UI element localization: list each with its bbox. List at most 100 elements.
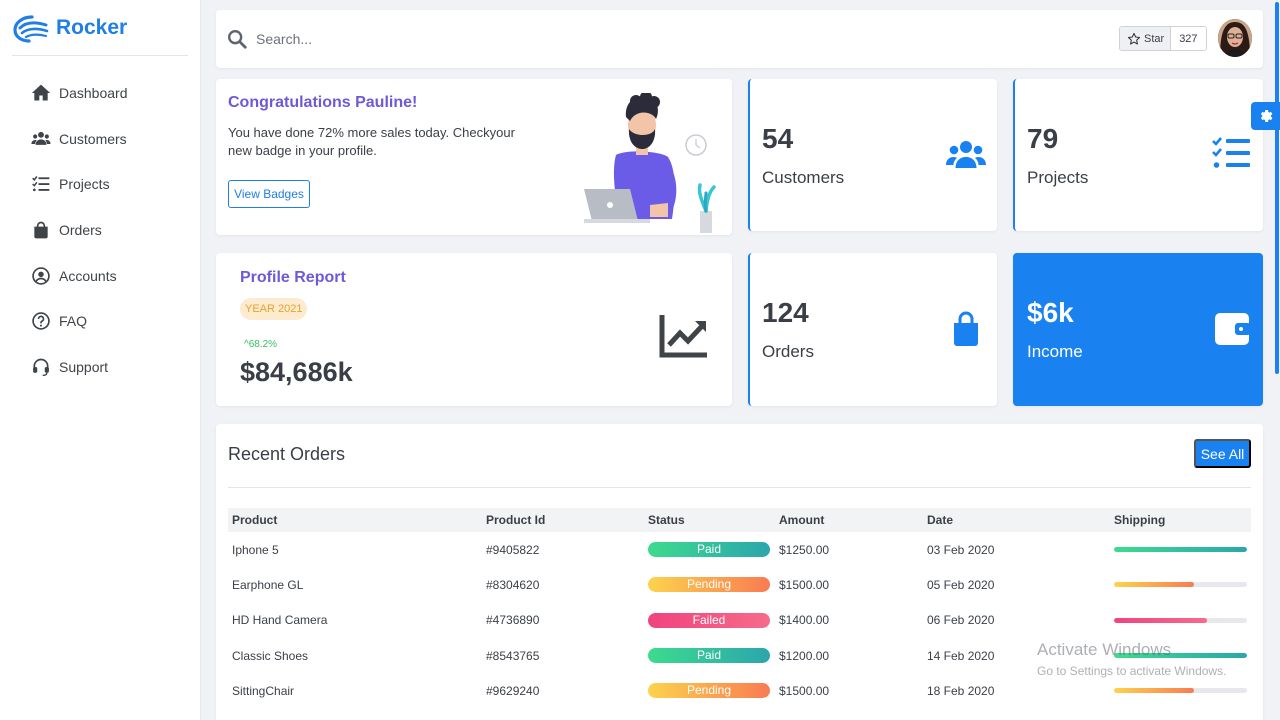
date-cell: 06 Feb 2020 bbox=[927, 613, 995, 628]
sidebar-item-dashboard[interactable]: Dashboard bbox=[0, 70, 200, 116]
orders-label: Orders bbox=[762, 342, 814, 361]
date-cell: 03 Feb 2020 bbox=[927, 542, 995, 557]
column-header-shipping[interactable]: Shipping bbox=[1110, 508, 1251, 532]
table-row[interactable]: Classic Shoes #8543765 Paid $1200.00 14 … bbox=[228, 638, 1251, 673]
sidebar-item-label: Orders bbox=[59, 221, 102, 238]
shipping-progress-fill bbox=[1114, 653, 1247, 659]
amount-cell: $1500.00 bbox=[779, 577, 830, 592]
wallet-icon bbox=[1215, 313, 1251, 345]
customers-label: Customers bbox=[762, 168, 845, 187]
status-cell: Pending bbox=[644, 567, 775, 602]
income-value: $6k bbox=[1027, 297, 1074, 328]
product-id-cell: #4736890 bbox=[486, 613, 540, 628]
customers-stat-card[interactable]: 54 Customers bbox=[748, 79, 997, 231]
shipping-progress-fill bbox=[1114, 547, 1247, 553]
profile-report-card: Profile Report YEAR 2021 ^68.2% $84,686k bbox=[216, 253, 732, 406]
table-row[interactable]: Iphone 5 #9405822 Paid $1250.00 03 Feb 2… bbox=[228, 532, 1251, 567]
brand-name: Rocker bbox=[56, 15, 128, 39]
product-cell: Iphone 5 bbox=[232, 542, 279, 557]
shipping-progress bbox=[1114, 547, 1247, 553]
status-cell: Paid bbox=[644, 532, 775, 567]
search-input[interactable] bbox=[256, 24, 756, 54]
congrats-title: Congratulations Pauline! bbox=[228, 94, 418, 111]
status-badge: Failed bbox=[648, 612, 770, 628]
avatar[interactable] bbox=[1218, 19, 1252, 57]
orders-count: 124 bbox=[762, 297, 809, 328]
scrollbar[interactable] bbox=[1275, 2, 1279, 374]
sidebar-item-customers[interactable]: Customers bbox=[0, 116, 200, 162]
table-row[interactable]: SittingChair #9629240 Pending $1500.00 1… bbox=[228, 673, 1251, 708]
brand[interactable]: Rocker bbox=[12, 0, 188, 56]
github-star-button[interactable]: Star 327 bbox=[1119, 26, 1207, 51]
orders-stat-card[interactable]: 124 Orders bbox=[748, 253, 997, 406]
status-cell: Paid bbox=[644, 638, 775, 673]
profile-report-title: Profile Report bbox=[240, 269, 346, 286]
product-cell: SittingChair bbox=[232, 683, 295, 698]
projects-count: 79 bbox=[1027, 123, 1059, 154]
table-row[interactable]: HD Hand Camera #4736890 Failed $1400.00 … bbox=[228, 603, 1251, 638]
column-header-amount[interactable]: Amount bbox=[775, 508, 923, 532]
star-button-left[interactable]: Star bbox=[1120, 27, 1172, 50]
sidebar-item-support[interactable]: Support bbox=[0, 344, 200, 390]
watermark-title: Activate Windows bbox=[1037, 640, 1172, 659]
projects-stat-card[interactable]: 79 Projects bbox=[1013, 79, 1263, 231]
shipping-cell bbox=[1110, 638, 1251, 673]
sidebar-item-label: FAQ bbox=[59, 313, 88, 330]
shipping-progress-fill bbox=[1114, 688, 1194, 694]
recent-orders-card: Recent Orders See All Product Product Id… bbox=[216, 424, 1263, 720]
product-id-cell: #9405822 bbox=[486, 542, 540, 557]
customers-count: 54 bbox=[762, 123, 794, 154]
growth-percent: ^68.2% bbox=[244, 339, 278, 350]
list-check-icon bbox=[1212, 137, 1250, 168]
column-header-date[interactable]: Date bbox=[923, 508, 1110, 532]
column-header-product-id[interactable]: Product Id bbox=[482, 508, 644, 532]
sidebar-item-label: Dashboard bbox=[59, 84, 128, 101]
shipping-cell bbox=[1110, 673, 1251, 708]
rocker-logo-icon bbox=[13, 14, 49, 43]
status-cell: Pending bbox=[644, 673, 775, 708]
star-label: Star bbox=[1144, 32, 1165, 45]
divider bbox=[228, 487, 1251, 488]
windows-activation-watermark: Activate Windows Go to Settings to activ… bbox=[1037, 640, 1226, 678]
column-header-product[interactable]: Product bbox=[228, 508, 482, 532]
sidebar-item-label: Projects bbox=[59, 176, 110, 193]
view-badges-button[interactable]: View Badges bbox=[228, 180, 310, 208]
sidebar-item-orders[interactable]: Orders bbox=[0, 207, 200, 253]
status-badge: Pending bbox=[648, 683, 770, 699]
product-cell: Classic Shoes bbox=[232, 648, 309, 663]
date-cell: 14 Feb 2020 bbox=[927, 648, 995, 663]
table-row[interactable]: Earphone GL #8304620 Pending $1500.00 05… bbox=[228, 567, 1251, 602]
sidebar-item-label: Accounts bbox=[59, 267, 117, 284]
product-cell: HD Hand Camera bbox=[232, 613, 328, 628]
sidebar-item-faq[interactable]: FAQ bbox=[0, 298, 200, 344]
see-all-button[interactable]: See All bbox=[1194, 439, 1251, 468]
star-count[interactable]: 327 bbox=[1171, 27, 1206, 50]
year-badge: YEAR 2021 bbox=[240, 298, 308, 320]
shopping-bag-icon bbox=[954, 311, 978, 346]
sidebar-item-projects[interactable]: Projects bbox=[0, 161, 200, 207]
income-stat-card[interactable]: $6k Income bbox=[1013, 253, 1263, 406]
congrats-text: You have done 72% more sales today. Chec… bbox=[228, 125, 515, 158]
column-header-status[interactable]: Status bbox=[644, 508, 775, 532]
product-cell: Earphone GL bbox=[232, 577, 304, 592]
headset-icon bbox=[33, 358, 49, 376]
table-header-row: Product Product Id Status Amount Date Sh… bbox=[228, 508, 1251, 532]
product-id-cell: #8543765 bbox=[486, 648, 540, 663]
product-id-cell: #8304620 bbox=[486, 577, 540, 592]
sidebar-item-label: Customers bbox=[59, 130, 127, 147]
amount-cell: $1400.00 bbox=[779, 613, 830, 628]
status-cell: Failed bbox=[644, 603, 775, 638]
projects-label: Projects bbox=[1027, 168, 1089, 187]
shipping-cell bbox=[1110, 567, 1251, 602]
home-icon bbox=[31, 84, 51, 101]
question-circle-icon bbox=[32, 312, 50, 331]
sidebar-item-accounts[interactable]: Accounts bbox=[0, 253, 200, 299]
income-label: Income bbox=[1027, 342, 1083, 361]
search-icon[interactable] bbox=[226, 28, 248, 50]
sidebar-menu: Dashboard Customers Projects Orders Acco… bbox=[0, 70, 200, 390]
shipping-progress bbox=[1114, 688, 1247, 694]
status-badge: Paid bbox=[648, 542, 770, 558]
shipping-progress-fill bbox=[1114, 582, 1194, 588]
list-check-icon bbox=[32, 176, 50, 192]
shipping-cell bbox=[1110, 532, 1251, 567]
